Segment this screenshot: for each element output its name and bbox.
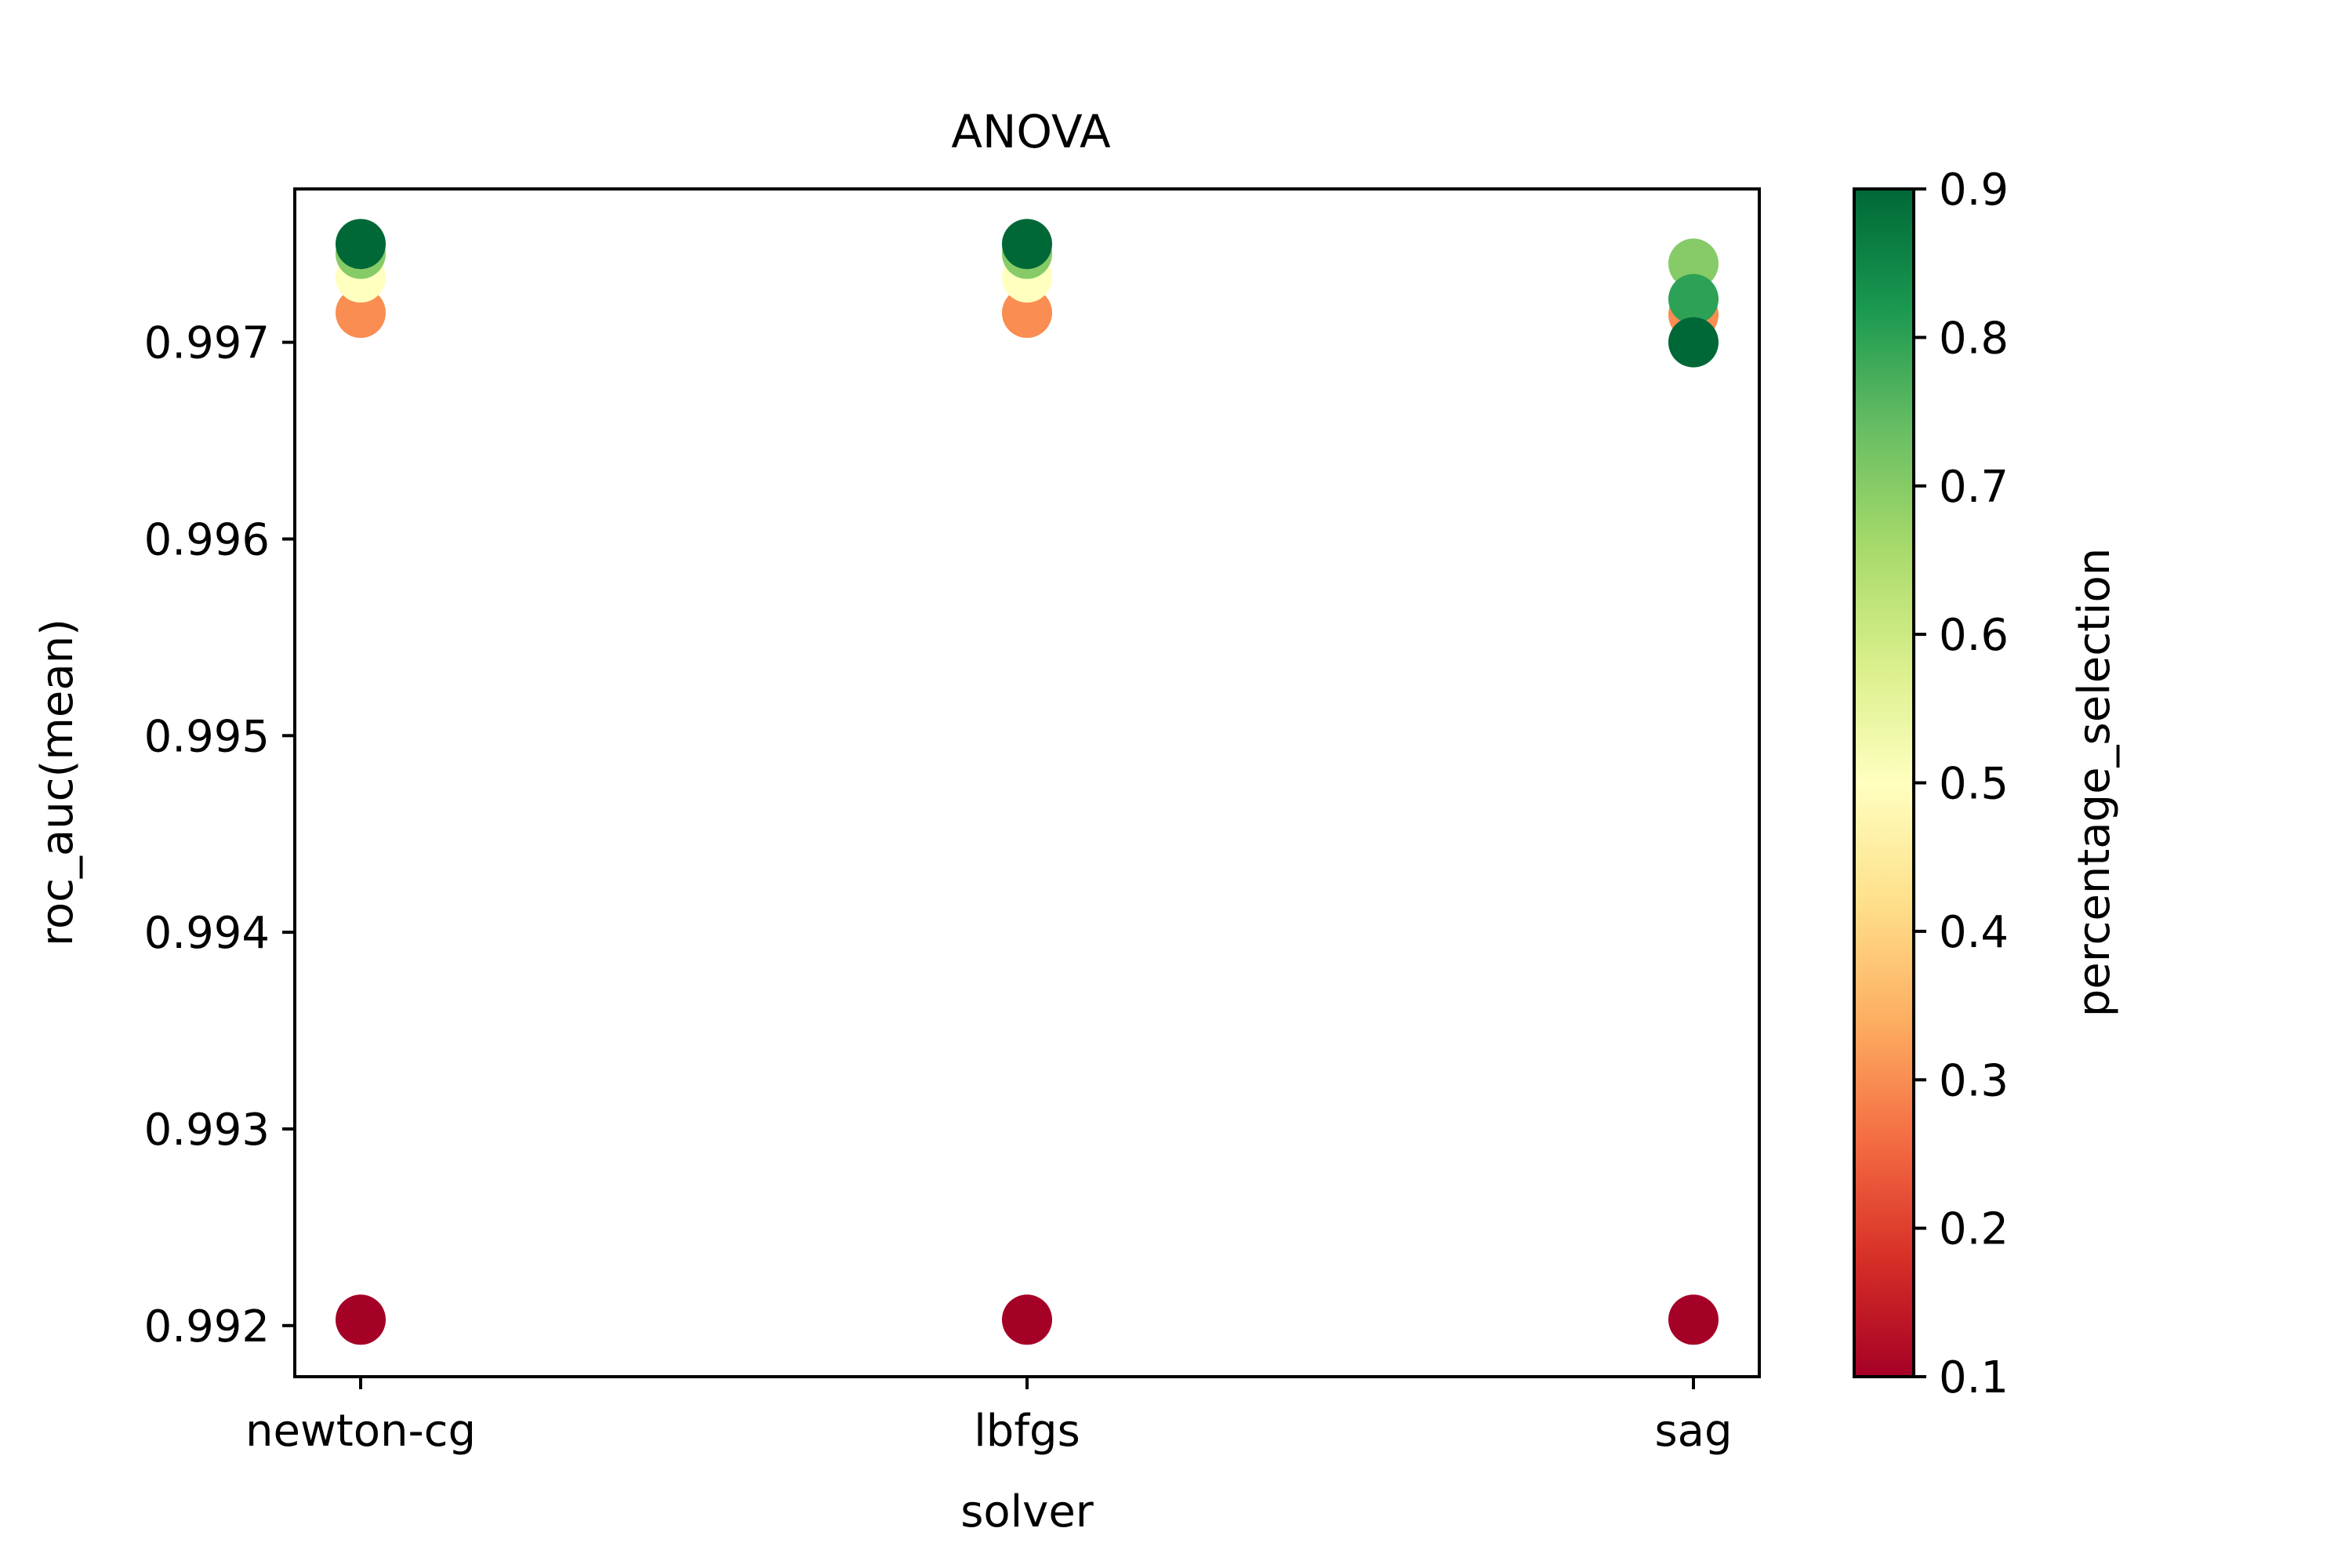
scatter-point	[336, 219, 386, 270]
y-tick-label: 0.993	[144, 1105, 270, 1156]
colorbar-tick-label: 0.3	[1939, 1055, 2009, 1106]
y-tick-label: 0.992	[144, 1301, 270, 1352]
scatter-point	[1668, 317, 1719, 368]
scatter-point	[1002, 288, 1052, 338]
x-tick-label: sag	[1654, 1406, 1732, 1457]
colorbar-tick-label: 0.7	[1939, 462, 2009, 513]
scatter-point	[336, 288, 386, 338]
scatter-point	[1002, 219, 1052, 270]
scatter-point	[1668, 238, 1719, 289]
y-tick-label: 0.997	[144, 318, 270, 369]
colorbar-tick-label: 0.1	[1939, 1352, 2009, 1403]
x-axis-ticks: newton-cg lbfgs sag	[245, 1377, 1733, 1457]
scatter-point	[1668, 1294, 1719, 1345]
colorbar-tick-label: 0.2	[1939, 1204, 2009, 1255]
colorbar-tick-label: 0.8	[1939, 313, 2009, 364]
y-tick-label: 0.996	[144, 515, 270, 566]
y-axis-ticks: 0.992 0.993 0.994 0.995 0.996 0.997	[144, 318, 295, 1352]
colorbar-tick-label: 0.6	[1939, 610, 2009, 661]
points-layer	[336, 219, 1719, 1345]
colorbar-tick-label: 0.4	[1939, 907, 2009, 958]
x-tick-label: newton-cg	[245, 1406, 476, 1457]
scatter-point	[1668, 274, 1719, 325]
y-tick-label: 0.994	[144, 908, 270, 959]
plot-frame	[293, 187, 1761, 1378]
colorbar	[1853, 187, 1915, 1378]
x-tick-label: lbfgs	[974, 1406, 1080, 1457]
scatter-point	[336, 1294, 386, 1345]
chart-title: ANOVA	[951, 105, 1111, 158]
colorbar-ticks: 0.1 0.2 0.3 0.4 0.5 0.6 0.7 0.8 0.9	[1914, 165, 2009, 1403]
colorbar-tick-label: 0.5	[1939, 759, 2009, 810]
y-tick-label: 0.995	[144, 711, 270, 762]
scatter-point	[1002, 1294, 1052, 1345]
y-axis-label: roc_auc(mean)	[32, 619, 83, 946]
colorbar-label: percentage_selection	[2069, 548, 2120, 1018]
colorbar-tick-label: 0.9	[1939, 165, 2009, 216]
x-axis-label: solver	[960, 1486, 1094, 1537]
